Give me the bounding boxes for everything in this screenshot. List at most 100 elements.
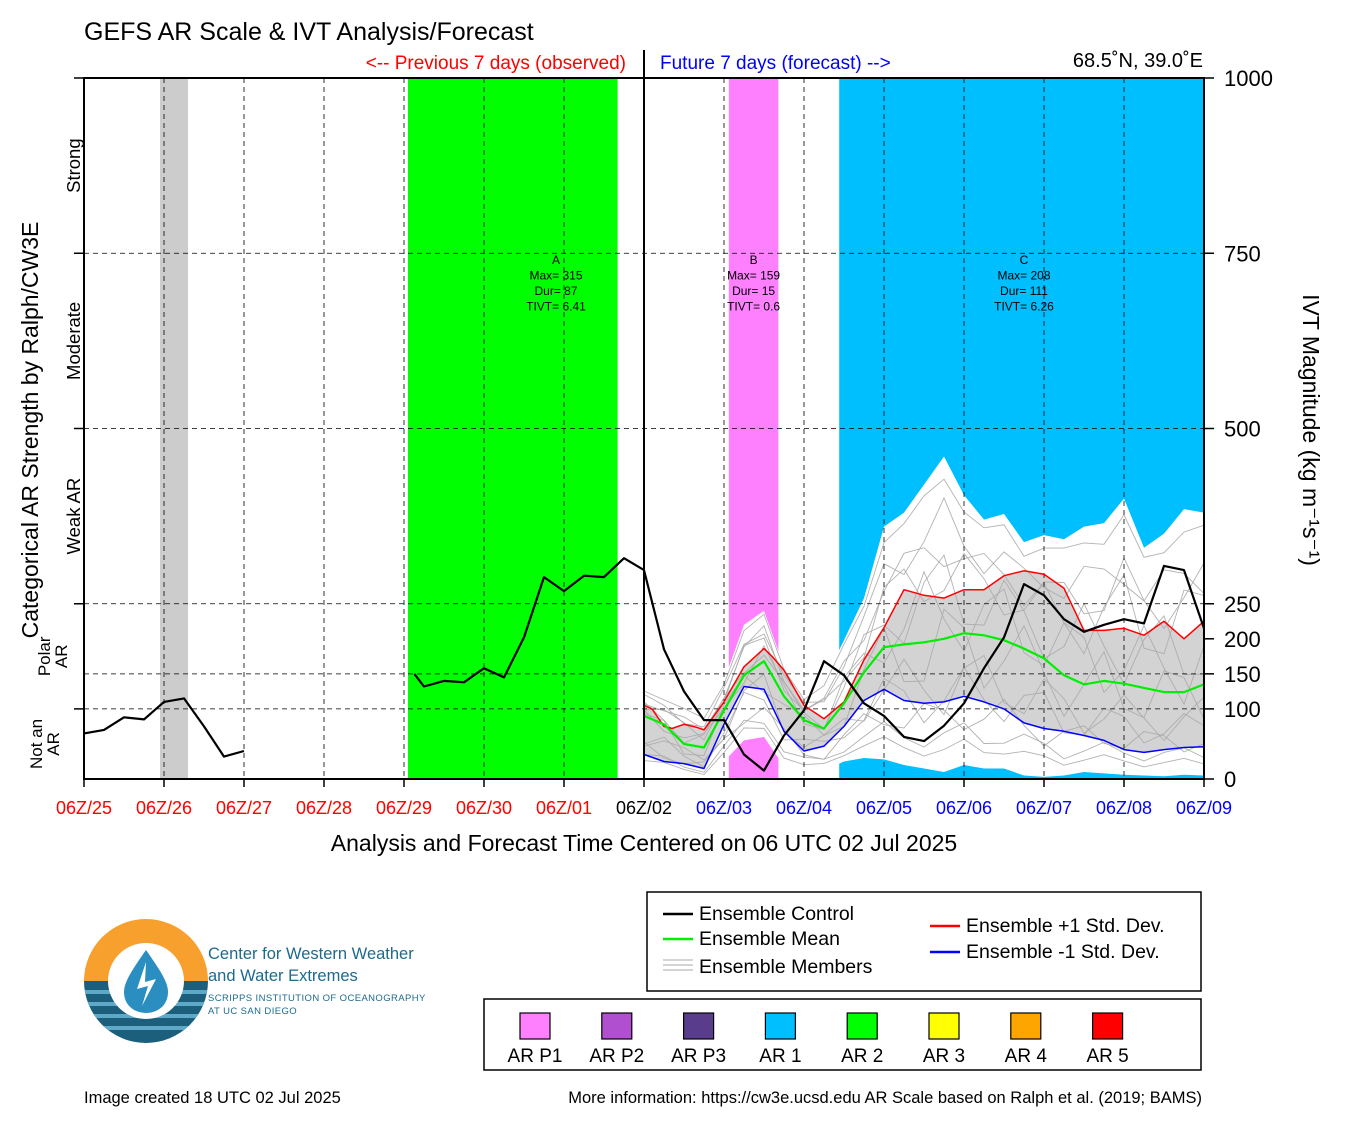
series-lines xyxy=(83,557,1206,772)
category-label: Not an xyxy=(27,719,46,769)
scale-swatch-ar-p1 xyxy=(519,1012,551,1040)
ar-max-c: Max= 208 xyxy=(997,269,1050,283)
scale-label-ar-2: AR 2 xyxy=(841,1046,883,1067)
ar-tivt-b: TIVT= 0.6 xyxy=(727,300,780,314)
ar-duration-b: Dur= 15 xyxy=(732,284,775,298)
x-tick-label: 06Z/30 xyxy=(456,798,512,818)
x-tick-label: 06Z/09 xyxy=(1176,798,1232,818)
category-label: Weak AR xyxy=(63,478,84,555)
ar-label-a: A xyxy=(552,253,560,267)
y-tick-label: 150 xyxy=(1224,662,1261,687)
member-line xyxy=(643,496,1205,728)
member-line xyxy=(643,570,1205,739)
category-label: Moderate xyxy=(63,302,84,380)
member-line xyxy=(643,727,1205,776)
x-tick-label: 06Z/05 xyxy=(856,798,912,818)
x-tick-label: 06Z/01 xyxy=(536,798,592,818)
legend-members-label: Ensemble Members xyxy=(699,956,873,978)
ar-label-c: C xyxy=(1020,253,1029,267)
x-tick-labels: 06Z/25 06Z/26 06Z/27 06Z/28 06Z/29 06Z/30 06Z/… xyxy=(56,779,1232,818)
logo-line4: AT UC SAN DIEGO xyxy=(208,1006,297,1017)
logo-line2: and Water Extremes xyxy=(208,967,358,985)
y-tick-label: 250 xyxy=(1224,592,1261,617)
chart-title: GEFS AR Scale & IVT Analysis/Forecast xyxy=(84,18,534,46)
left-axis-title: Categorical AR Strength by Ralph/CW3E xyxy=(17,222,43,639)
x-tick-label: 06Z/25 xyxy=(56,798,112,818)
category-label: AR xyxy=(44,732,63,756)
ar-tivt-a: TIVT= 6.41 xyxy=(526,300,586,314)
future-days-label: Future 7 days (forecast) --> xyxy=(660,53,891,74)
y-tick-label: 100 xyxy=(1224,697,1261,722)
x-axis-title: Analysis and Forecast Time Centered on 0… xyxy=(331,830,957,856)
cw3e-logo: Center for Western Weather and Water Ext… xyxy=(84,919,426,1043)
y-tick-label: 1000 xyxy=(1224,66,1273,91)
scale-legend-items: AR P1 AR P2 AR P3 AR 1 AR 2 AR 3 AR 4 AR 5 xyxy=(508,1012,1129,1067)
scale-label-ar-p1: AR P1 xyxy=(508,1046,563,1067)
previous-days-label: <-- Previous 7 days (observed) xyxy=(366,53,626,74)
x-tick-label: 06Z/27 xyxy=(216,798,272,818)
scale-label-ar-p3: AR P3 xyxy=(671,1046,726,1067)
y-tick-label: 500 xyxy=(1224,417,1261,442)
member-line xyxy=(643,547,1205,730)
lightning-icon xyxy=(137,962,156,1006)
ar-max-b: Max= 159 xyxy=(727,269,780,283)
scale-swatch-ar-1 xyxy=(764,1012,797,1040)
scale-swatch-ar-3 xyxy=(928,1012,960,1040)
footer-created: Image created 18 UTC 02 Jul 2025 xyxy=(84,1089,341,1107)
scale-label-ar-1: AR 1 xyxy=(759,1046,801,1067)
location-label: 68.5˚N, 39.0˚E xyxy=(1073,50,1203,72)
x-tick-label: 06Z/03 xyxy=(696,798,752,818)
right-axis-title: IVT Magnitude (kg m⁻¹s⁻¹) xyxy=(1298,294,1324,566)
legend-minus-std-label: Ensemble -1 Std. Dev. xyxy=(966,941,1160,963)
x-tick-label: 06Z/04 xyxy=(776,798,832,818)
scale-label-ar-3: AR 3 xyxy=(923,1046,965,1067)
member-line xyxy=(643,478,1205,719)
scale-label-ar-5: AR 5 xyxy=(1086,1046,1128,1067)
x-tick-label: 06Z/02 xyxy=(616,798,672,818)
series-ensemble-mean xyxy=(643,632,1205,749)
scale-swatch-ar-5 xyxy=(1091,1012,1124,1040)
category-label: AR xyxy=(52,645,71,669)
scale-label-ar-p2: AR P2 xyxy=(589,1046,644,1067)
x-tick-label: 06Z/29 xyxy=(376,798,432,818)
member-line xyxy=(643,666,1205,768)
y-tick-label: 750 xyxy=(1224,241,1261,266)
x-tick-label: 06Z/28 xyxy=(296,798,352,818)
member-line xyxy=(643,719,1205,773)
y-tick-label: 0 xyxy=(1224,767,1236,792)
scale-label-ar-4: AR 4 xyxy=(1005,1046,1048,1067)
ar-duration-a: Dur= 87 xyxy=(534,284,577,298)
legend-members-swatch xyxy=(663,959,693,971)
footer-more-info: More information: https://cw3e.ucsd.edu … xyxy=(568,1089,1202,1107)
scale-swatch-ar-p3 xyxy=(682,1012,715,1040)
member-line xyxy=(643,554,1205,744)
y-tick-labels: 0 100 150 200 250 500 750 1000 xyxy=(1204,66,1273,792)
x-tick-label: 06Z/07 xyxy=(1016,798,1072,818)
category-label: Strong xyxy=(63,138,84,193)
scale-swatch-ar-2 xyxy=(846,1012,878,1040)
logo-line3: SCRIPPS INSTITUTION OF OCEANOGRAPHY xyxy=(208,993,426,1004)
x-tick-label: 06Z/06 xyxy=(936,798,992,818)
category-label: Polar xyxy=(35,636,54,676)
ar-label-b: B xyxy=(750,253,758,267)
scale-swatch-ar-4 xyxy=(1010,1012,1042,1040)
ensemble-members xyxy=(643,478,1205,776)
line-legend: Ensemble Control Ensemble Mean Ensemble … xyxy=(646,891,1202,992)
logo-line1: Center for Western Weather xyxy=(208,945,414,963)
legend-mean-label: Ensemble Mean xyxy=(699,928,840,950)
legend-box xyxy=(646,891,1202,992)
scale-swatch-ar-p2 xyxy=(601,1012,633,1040)
legend-plus-std-label: Ensemble +1 Std. Dev. xyxy=(966,915,1165,937)
water-drop-icon xyxy=(124,950,168,1013)
x-tick-label: 06Z/08 xyxy=(1096,798,1152,818)
series-ensemble-control xyxy=(83,557,1206,772)
x-tick-label: 06Z/26 xyxy=(136,798,192,818)
series-ensemble-1-std-dev xyxy=(643,570,1205,731)
ar-duration-c: Dur= 111 xyxy=(1000,284,1048,298)
ar-max-a: Max= 315 xyxy=(529,269,582,283)
series-ensemble-1-std-dev xyxy=(643,685,1205,770)
ar-scale-legend: AR P1 AR P2 AR P3 AR 1 AR 2 AR 3 AR 4 AR 5 xyxy=(483,998,1202,1071)
